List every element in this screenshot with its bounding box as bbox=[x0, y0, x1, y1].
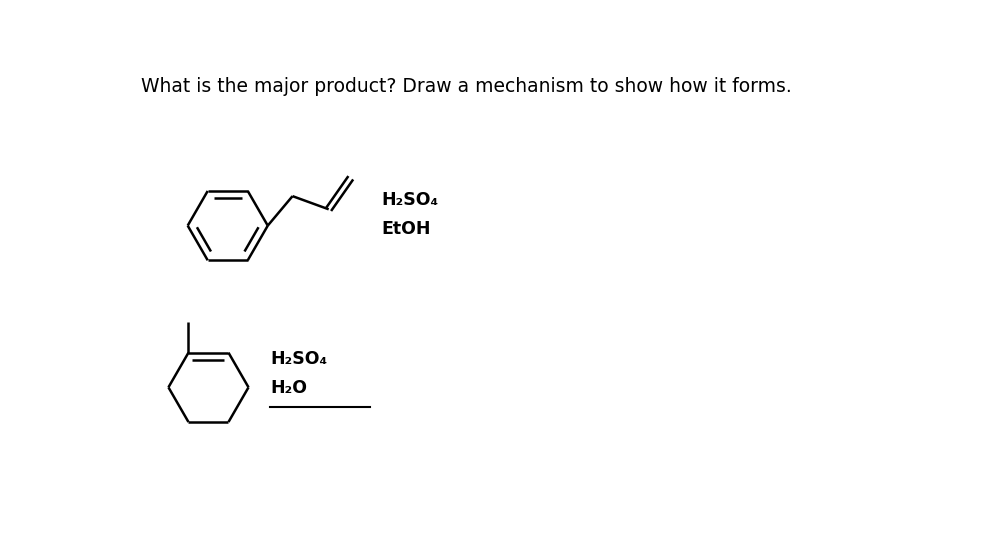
Text: EtOH: EtOH bbox=[381, 220, 431, 238]
Text: What is the major product? Draw a mechanism to show how it forms.: What is the major product? Draw a mechan… bbox=[141, 77, 792, 96]
Text: H₂SO₄: H₂SO₄ bbox=[381, 191, 438, 209]
Text: H₂SO₄: H₂SO₄ bbox=[270, 350, 327, 368]
Text: H₂O: H₂O bbox=[270, 379, 307, 397]
